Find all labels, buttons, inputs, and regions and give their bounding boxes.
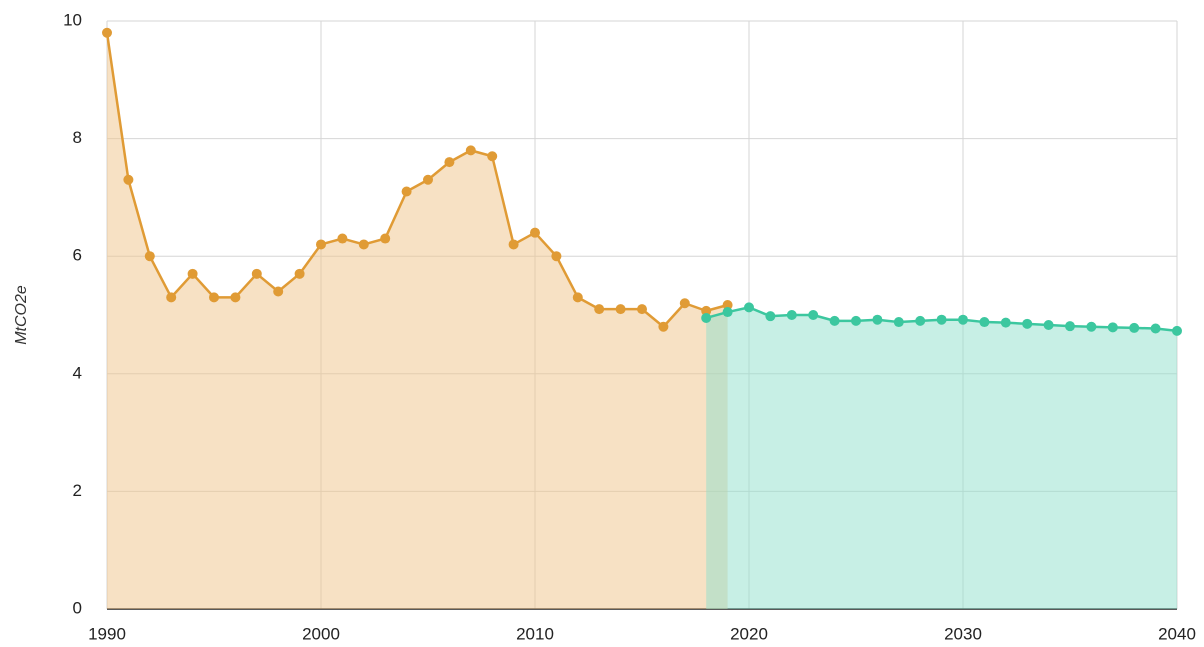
x-tick-label: 1990: [88, 624, 126, 643]
point: [765, 311, 776, 322]
x-tick-label: 2040: [1158, 624, 1196, 643]
y-tick-label: 4: [73, 363, 82, 382]
point: [144, 251, 155, 262]
point: [209, 292, 219, 303]
point: [530, 227, 540, 238]
point: [166, 292, 177, 303]
point: [615, 304, 626, 315]
x-tick-label: 2020: [730, 624, 768, 643]
point: [123, 174, 134, 185]
point: [572, 292, 583, 303]
y-tick-label: 0: [73, 598, 82, 617]
point: [337, 233, 348, 244]
point: [358, 239, 369, 250]
point: [722, 300, 733, 311]
point: [316, 239, 326, 250]
y-tick-label: 2: [73, 481, 82, 500]
lines: [102, 27, 1182, 336]
point: [423, 174, 433, 185]
y-tick-label: 6: [73, 246, 82, 265]
labels: 0 2 4 6 8 10 1990 2000 2010 2020 2030 2040: [63, 10, 1196, 643]
y-axis-title: MtCO2e: [13, 285, 30, 345]
point: [1172, 325, 1182, 336]
point: [487, 151, 498, 162]
point: [808, 310, 819, 320]
point: [722, 307, 733, 318]
point: [658, 321, 669, 332]
point: [444, 157, 455, 168]
point: [1150, 323, 1161, 334]
point: [465, 145, 476, 156]
point: [872, 314, 883, 325]
point: [1086, 321, 1097, 332]
point: [979, 317, 990, 328]
point: [893, 317, 904, 328]
point: [551, 251, 562, 262]
point: [744, 302, 754, 313]
point: [915, 315, 926, 326]
point: [273, 286, 284, 297]
areas: [107, 32, 1177, 609]
y-tick-label: 10: [63, 10, 82, 29]
point: [187, 268, 198, 279]
point: [251, 268, 262, 279]
area: [107, 32, 728, 609]
point: [936, 314, 947, 325]
area: [706, 307, 1177, 609]
point: [508, 239, 519, 250]
x-tick-label: 2010: [516, 624, 554, 643]
point: [380, 233, 391, 244]
point: [230, 292, 241, 303]
point: [786, 310, 797, 320]
point: [1107, 322, 1118, 333]
point: [294, 268, 305, 279]
point: [1043, 319, 1054, 330]
point: [851, 315, 861, 326]
point: [594, 304, 605, 315]
y-tick-label: 8: [73, 128, 82, 147]
point: [637, 304, 647, 315]
point: [701, 312, 712, 323]
point: [1065, 321, 1075, 332]
x-tick-label: 2000: [302, 624, 340, 643]
point: [829, 315, 840, 326]
point: [401, 186, 412, 197]
point: [1022, 318, 1033, 329]
point: [1129, 322, 1140, 333]
point: [102, 27, 112, 38]
point: [701, 305, 712, 316]
x-tick-label: 2030: [944, 624, 982, 643]
point: [1000, 317, 1011, 328]
point: [679, 298, 690, 309]
point: [958, 314, 968, 325]
